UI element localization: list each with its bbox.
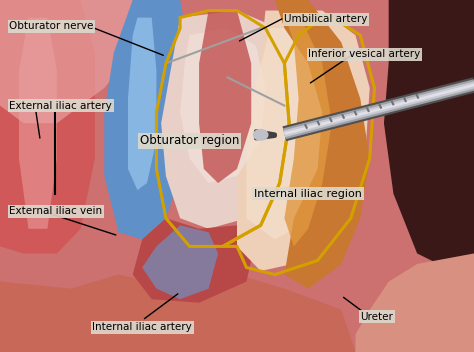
Text: External iliac artery: External iliac artery xyxy=(9,101,112,111)
Text: External iliac vein: External iliac vein xyxy=(9,206,102,216)
Polygon shape xyxy=(384,0,474,282)
Polygon shape xyxy=(199,11,251,183)
Text: Obturator region: Obturator region xyxy=(140,134,239,147)
Polygon shape xyxy=(246,28,351,239)
Polygon shape xyxy=(19,18,57,229)
Text: Internal iliac artery: Internal iliac artery xyxy=(92,322,192,332)
Polygon shape xyxy=(0,275,356,352)
Polygon shape xyxy=(142,225,218,299)
Polygon shape xyxy=(180,28,265,183)
Polygon shape xyxy=(128,18,156,190)
Polygon shape xyxy=(161,11,284,229)
Text: Internal iliac region: Internal iliac region xyxy=(254,189,362,199)
Text: Obturator nerve: Obturator nerve xyxy=(9,21,94,31)
Polygon shape xyxy=(284,14,332,246)
Polygon shape xyxy=(237,11,370,271)
Polygon shape xyxy=(0,0,95,253)
Text: Inferior vesical artery: Inferior vesical artery xyxy=(308,49,420,59)
Polygon shape xyxy=(0,0,133,123)
Circle shape xyxy=(254,130,268,140)
Text: Umbilical artery: Umbilical artery xyxy=(284,14,368,24)
Polygon shape xyxy=(356,253,474,352)
Polygon shape xyxy=(133,218,256,303)
Polygon shape xyxy=(104,0,190,239)
Text: Ureter: Ureter xyxy=(360,312,393,322)
Polygon shape xyxy=(275,0,370,289)
